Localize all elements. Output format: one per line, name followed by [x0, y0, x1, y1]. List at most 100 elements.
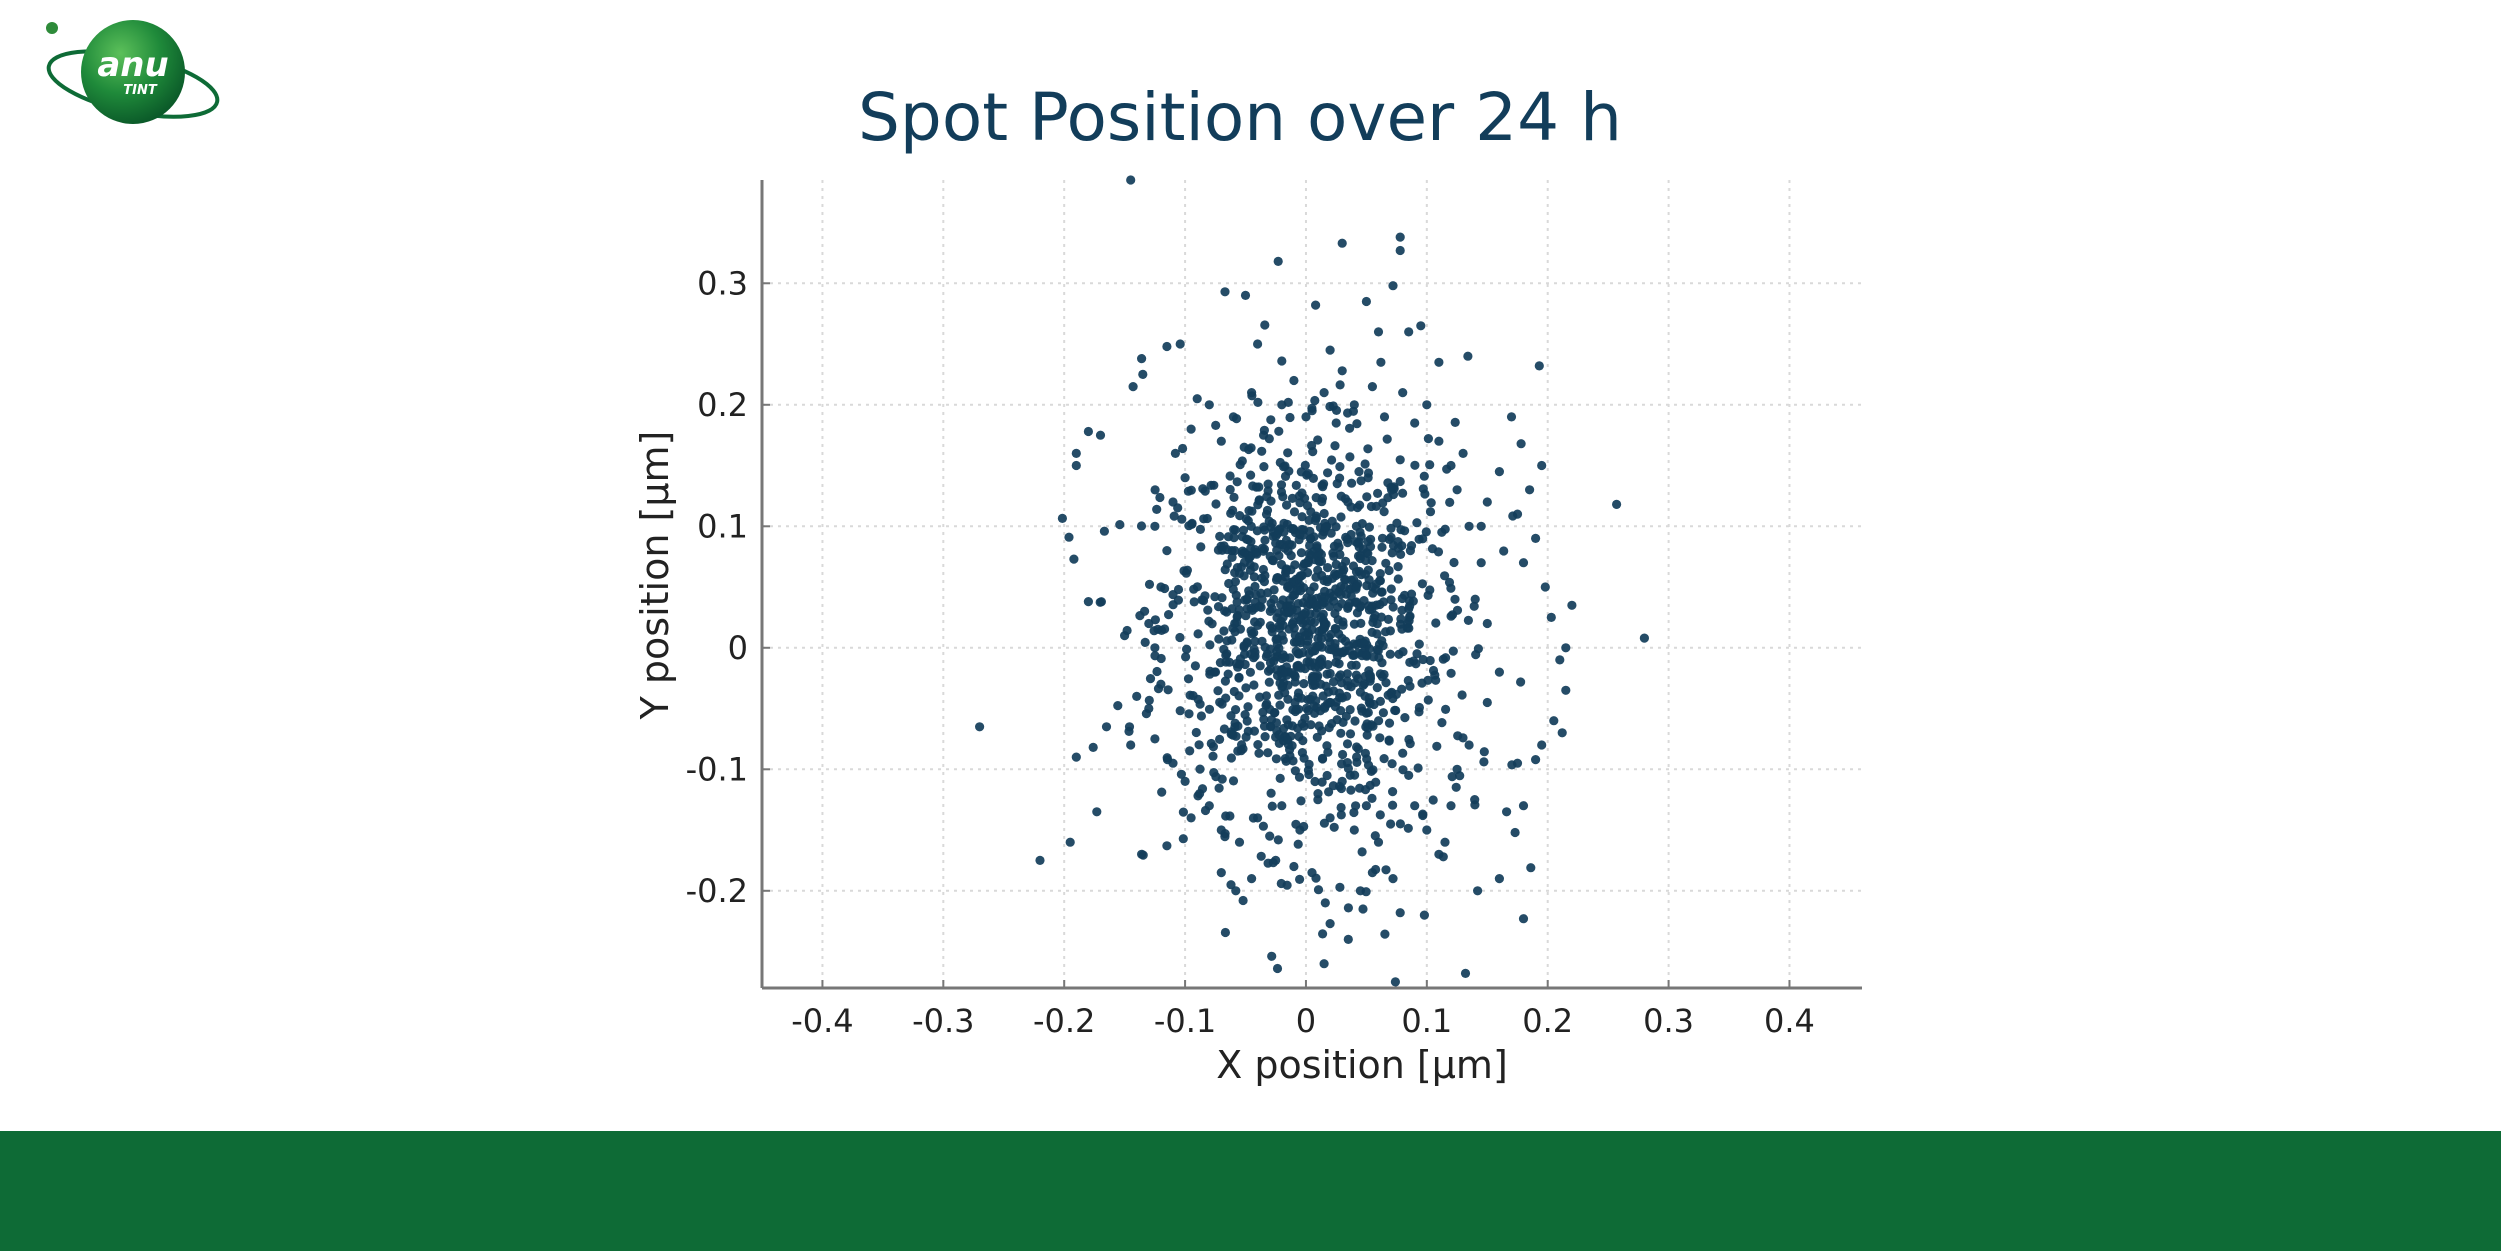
- data-point-557: [1275, 773, 1285, 784]
- data-point-1089: [1425, 507, 1436, 517]
- data-point-663: [1387, 548, 1397, 558]
- data-point-473: [1223, 669, 1233, 679]
- data-point-928: [1303, 636, 1313, 646]
- data-point-815: [1336, 491, 1346, 501]
- data-point-1151: [1317, 493, 1328, 503]
- data-point-463: [1200, 591, 1210, 601]
- data-point-1292: [1482, 697, 1492, 708]
- data-point-289: [1225, 811, 1235, 821]
- data-point-1307: [1313, 789, 1323, 799]
- data-point-1249: [1320, 898, 1330, 908]
- data-point-1267: [1512, 758, 1523, 768]
- data-point-524: [1346, 785, 1356, 795]
- data-point-1107: [1375, 810, 1385, 820]
- data-point-1275: [1546, 612, 1556, 623]
- data-point-1210: [1311, 300, 1321, 310]
- data-point-1334: [1259, 430, 1269, 440]
- data-point-1231: [1092, 807, 1102, 817]
- data-point-913: [1417, 579, 1427, 589]
- grid-lines: [762, 180, 1862, 988]
- data-point-1117: [1335, 473, 1345, 483]
- data-point-1354: [1325, 345, 1335, 355]
- data-point-496: [1242, 716, 1252, 726]
- data-point-1097: [1360, 691, 1370, 701]
- data-point-675: [1227, 552, 1237, 563]
- data-point-754: [1297, 512, 1307, 522]
- data-point-883: [1261, 691, 1271, 701]
- data-point-175: [1057, 513, 1067, 524]
- data-point-740: [1357, 519, 1367, 529]
- data-point-440: [1350, 716, 1360, 726]
- data-point-1192: [1309, 617, 1320, 627]
- y-tick-label-3: 0.1: [697, 507, 748, 545]
- data-point-317: [1211, 499, 1221, 509]
- data-point-1169: [1446, 668, 1456, 678]
- data-point-497: [1178, 807, 1188, 817]
- data-point-936: [1413, 763, 1423, 773]
- data-point-1245: [1247, 874, 1257, 884]
- data-point-1045: [1250, 647, 1260, 657]
- data-point-919: [1274, 525, 1284, 535]
- data-point-1338: [1319, 388, 1329, 398]
- data-point-697: [1243, 726, 1253, 736]
- data-point-692: [1368, 617, 1378, 628]
- data-point-1222: [1071, 460, 1081, 471]
- data-point-1141: [1331, 584, 1341, 594]
- data-point-250: [1309, 708, 1320, 719]
- data-point-1331: [1216, 436, 1226, 446]
- data-point-717: [1115, 520, 1125, 530]
- data-point-1001: [1303, 765, 1313, 775]
- data-point-1214: [1434, 357, 1444, 367]
- data-point-1060: [1368, 721, 1378, 731]
- data-point-1058: [1303, 469, 1313, 479]
- data-point-757: [1295, 498, 1305, 508]
- data-point-865: [1225, 471, 1235, 481]
- data-point-888: [1354, 467, 1364, 477]
- data-point-910: [1432, 741, 1442, 751]
- data-point-1183: [1331, 657, 1341, 668]
- data-point-547: [1254, 482, 1264, 492]
- data-point-859: [1274, 690, 1284, 700]
- data-point-200: [1285, 412, 1295, 423]
- data-point-686: [1327, 455, 1337, 465]
- data-point-979: [1404, 612, 1415, 622]
- data-point-1047: [1376, 612, 1386, 622]
- data-point-665: [1318, 691, 1328, 701]
- data-point-509: [1384, 565, 1394, 576]
- data-point-1091: [1457, 690, 1467, 700]
- data-point-465: [1099, 526, 1109, 536]
- data-point-1034: [1333, 602, 1343, 612]
- data-point-1025: [1397, 624, 1407, 634]
- data-point-1185: [1327, 645, 1337, 655]
- data-point-1306: [1325, 813, 1335, 823]
- data-point-1330: [1204, 400, 1214, 410]
- data-point-712: [1274, 730, 1284, 740]
- data-point-1317: [1168, 758, 1178, 768]
- data-point-608: [1228, 623, 1238, 633]
- scatter-chart: Spot Position over 24 h -0.4 -0.3 -0.2 -0.1…: [633, 79, 1862, 1087]
- data-point-1270: [1549, 716, 1559, 726]
- data-point-764: [1235, 460, 1245, 470]
- data-point-1167: [1293, 692, 1303, 703]
- data-point-1059: [1266, 415, 1276, 425]
- data-point-931: [1373, 488, 1383, 498]
- data-point-766: [1446, 583, 1456, 593]
- data-point-1004: [1308, 447, 1318, 457]
- data-point-1268: [1531, 755, 1541, 765]
- data-point-784: [1257, 543, 1267, 553]
- data-point-1040: [1311, 511, 1321, 521]
- data-point-53: [1152, 504, 1162, 514]
- data-point-799: [1377, 542, 1387, 552]
- data-point-1216: [1534, 361, 1544, 371]
- data-point-1280: [1512, 509, 1523, 519]
- data-point-1205: [1395, 245, 1405, 256]
- data-point-1254: [1367, 868, 1377, 878]
- data-point-1328: [1170, 448, 1180, 458]
- logo-text-sub: TINT: [123, 83, 158, 98]
- data-point-21: [1266, 788, 1276, 798]
- data-point-1355: [1253, 339, 1263, 349]
- data-point-994: [1369, 699, 1379, 710]
- data-point-1202: [1612, 499, 1622, 509]
- data-point-414: [1387, 759, 1397, 769]
- data-point-868: [1140, 606, 1150, 616]
